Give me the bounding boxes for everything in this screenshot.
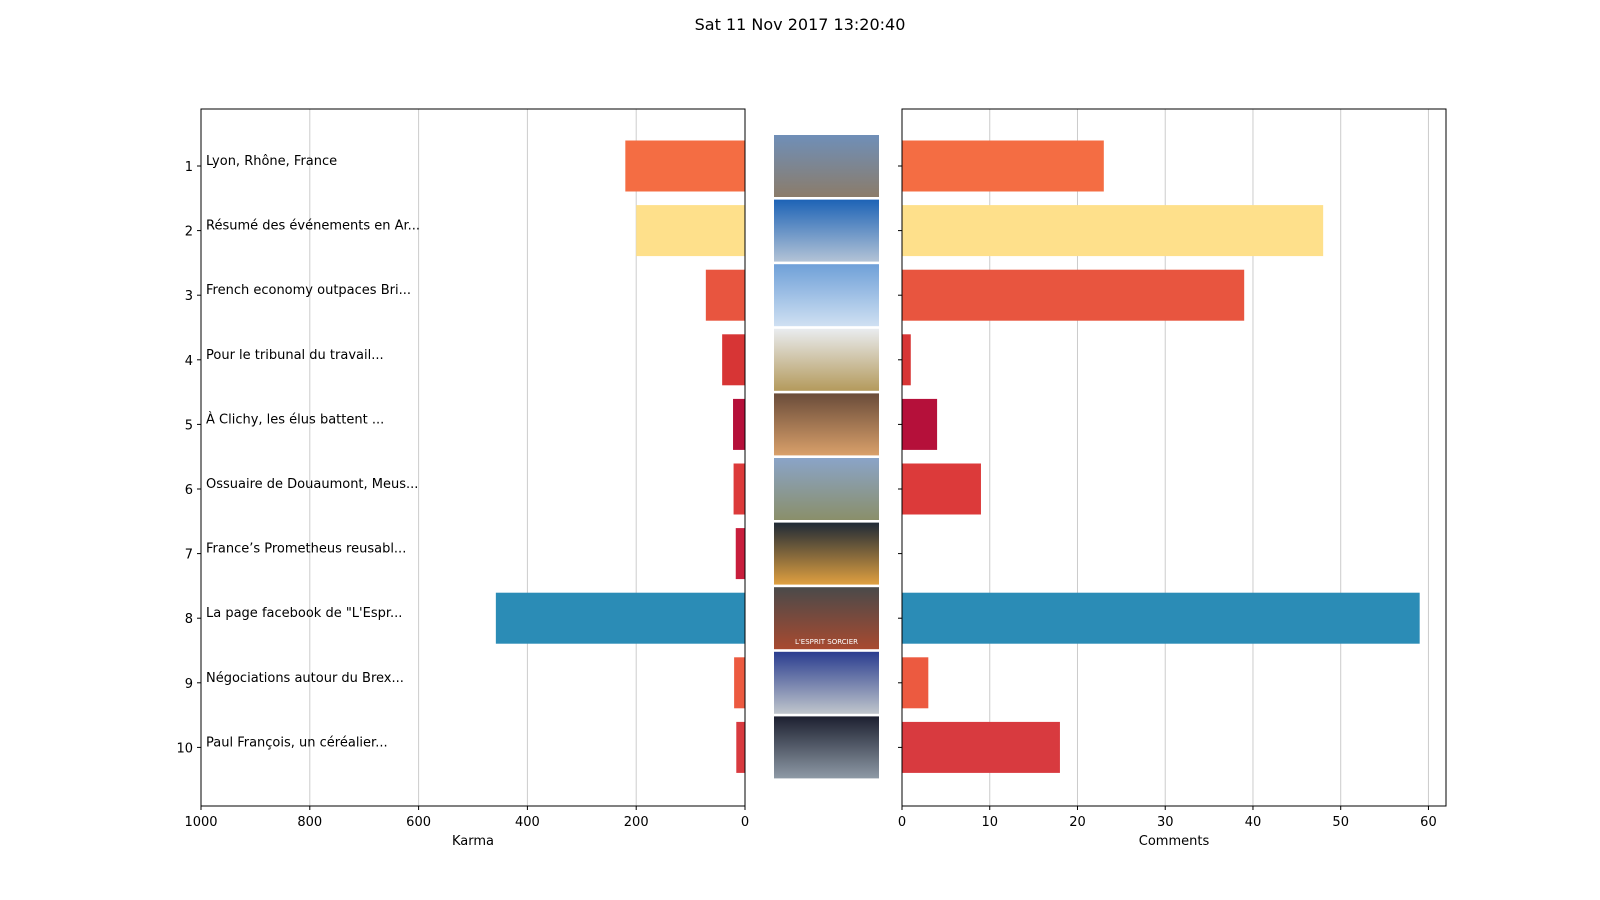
comments-bar [902, 398, 938, 450]
eu-uk-flags-photo [774, 651, 879, 714]
comments-bar [902, 721, 1060, 773]
comments-bar [902, 205, 1324, 257]
thumbnail-image [774, 587, 879, 650]
thumbnail-image [774, 328, 879, 391]
karma-bar [734, 657, 745, 709]
comments-bar [902, 269, 1245, 321]
rank-label: 5 [185, 418, 193, 433]
comments-bar [902, 592, 1420, 644]
comments-bar [902, 334, 911, 386]
thumbnails: L'ESPRIT SORCIER [774, 135, 879, 779]
rank-label: 6 [185, 483, 193, 498]
thumbnail-image [774, 199, 879, 262]
karma-bar [733, 463, 745, 515]
thumbnail-image [774, 135, 879, 197]
karma-axis-label: Karma [452, 834, 494, 849]
solar-plant-photo [774, 199, 879, 262]
comments-tick-label: 20 [1069, 815, 1086, 830]
karma-tick-label: 0 [741, 815, 749, 830]
category-label: French economy outpaces Bri... [206, 283, 411, 298]
comments-bars [898, 140, 1420, 773]
comments-bar [902, 140, 1104, 192]
karma-bar [733, 398, 745, 450]
category-label: France’s Prometheus reusabl... [206, 542, 406, 557]
thumbnail-image [774, 393, 879, 456]
comments-x-ticks: 0 10 20 30 40 50 60 [898, 806, 1437, 830]
karma-bars [495, 140, 745, 773]
rank-label: 2 [185, 225, 193, 240]
category-label: Négociations autour du Brex... [206, 671, 404, 686]
karma-tick-label: 800 [297, 815, 322, 830]
comments-axes-frame [901, 108, 1447, 807]
comments-tick-label: 30 [1157, 815, 1174, 830]
category-label: Pour le tribunal du travail... [206, 348, 384, 363]
rank-labels: 1 2 3 4 5 6 7 8 9 10 [176, 160, 201, 756]
category-labels: Lyon, Rhône, France Résumé des événements… [206, 154, 420, 750]
ossuary-monument-photo [774, 458, 879, 520]
rank-label: 10 [176, 741, 193, 756]
comments-tick-label: 10 [981, 815, 998, 830]
rank-label: 3 [185, 289, 193, 304]
thumbnail-image [774, 716, 879, 779]
thumbnail-image [774, 522, 879, 585]
comments-tick-label: 60 [1420, 815, 1437, 830]
karma-bar [722, 334, 745, 386]
rank-label: 1 [185, 160, 193, 175]
game-poster-photo: L'ESPRIT SORCIER [774, 587, 879, 650]
karma-tick-label: 200 [624, 815, 649, 830]
comments-bar [902, 463, 981, 515]
category-label: Résumé des événements en Ar... [206, 219, 420, 234]
thumbnail-caption: L'ESPRIT SORCIER [795, 638, 858, 646]
comments-tick-label: 50 [1332, 815, 1349, 830]
rank-label: 9 [185, 677, 193, 692]
category-label: Paul François, un céréalier... [206, 735, 388, 750]
thumbnail-image [774, 458, 879, 520]
farmer-portrait-photo [774, 716, 879, 779]
karma-bar [625, 140, 745, 192]
rank-label: 4 [185, 354, 193, 369]
category-label: À Clichy, les élus battent ... [206, 411, 384, 427]
category-label: Ossuaire de Douaumont, Meus... [206, 477, 418, 492]
comments-tick-label: 40 [1245, 815, 1262, 830]
city-panorama-photo [774, 135, 879, 197]
jet-formation-photo [774, 264, 879, 327]
karma-x-ticks: 1000 800 600 400 200 0 [184, 806, 749, 830]
rank-label: 8 [185, 612, 193, 627]
rocket-engine-photo [774, 522, 879, 585]
karma-axes-frame [200, 108, 746, 807]
karma-tick-label: 400 [515, 815, 540, 830]
protest-crowd-photo [774, 393, 879, 456]
category-label: La page facebook de "L'Espr... [206, 606, 402, 621]
chart-title: Sat 11 Nov 2017 13:20:40 [695, 15, 906, 34]
karma-tick-label: 1000 [184, 815, 217, 830]
karma-bar [495, 592, 745, 644]
karma-bar [735, 528, 745, 580]
thumbnail-image [774, 651, 879, 714]
category-label: Lyon, Rhône, France [206, 154, 337, 169]
karma-bar [736, 721, 745, 773]
thumbnail-image [774, 264, 879, 327]
comments-tick-label: 0 [898, 815, 906, 830]
comments-axis-label: Comments [1139, 834, 1210, 849]
big-ben-phone-photo [774, 328, 879, 391]
rank-label: 7 [185, 548, 193, 563]
karma-tick-label: 600 [406, 815, 431, 830]
karma-bar [705, 269, 745, 321]
karma-bar [636, 205, 745, 257]
comments-bar [902, 657, 929, 709]
